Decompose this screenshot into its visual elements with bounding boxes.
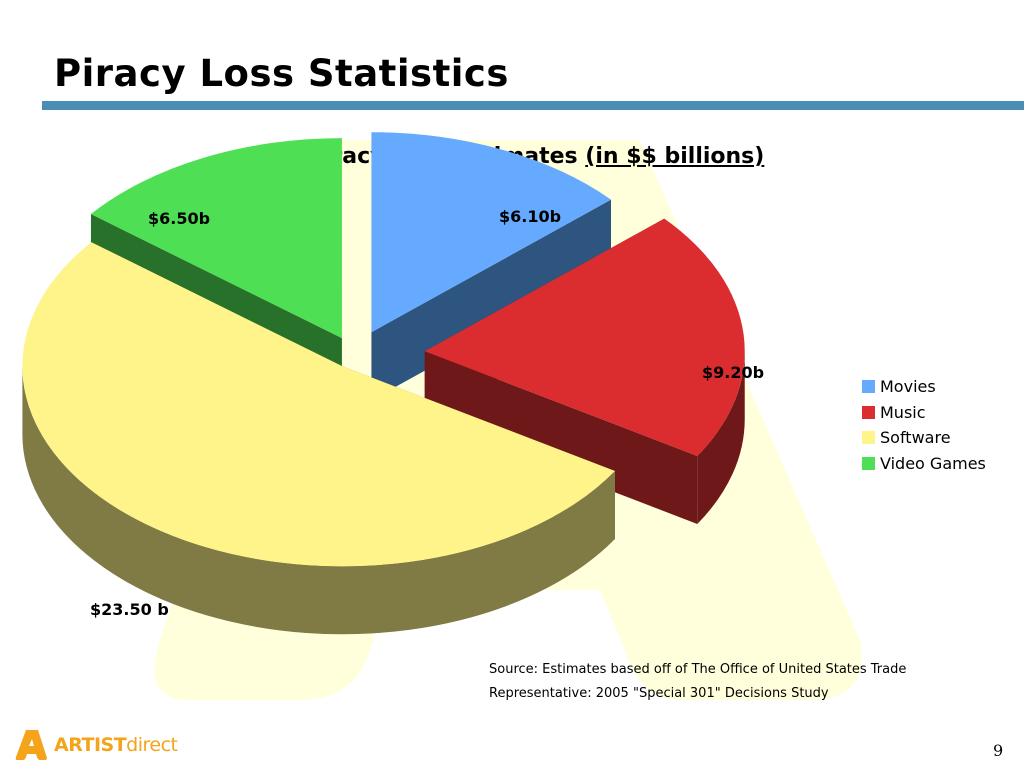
legend-label-movies: Movies — [880, 377, 936, 397]
legend-swatch-movies — [862, 380, 875, 394]
slice-rim-software — [22, 366, 615, 635]
legend-item-movies: Movies — [862, 374, 986, 400]
slice-top-movies — [371, 132, 612, 333]
slice-top-music — [424, 218, 745, 456]
legend-item-music: Music — [862, 400, 986, 426]
legend-label-video-games: Video Games — [880, 453, 986, 473]
slice-wall-end-music — [424, 351, 698, 524]
legend-item-software: Software — [862, 425, 986, 451]
artistdirect-logo: ARTISTdirect — [14, 729, 178, 761]
logo-wordmark: ARTISTdirect — [54, 734, 178, 756]
slice-top-software — [22, 242, 615, 567]
artistdirect-a-icon — [15, 730, 47, 760]
data-label-video-games: $6.50b — [148, 209, 211, 228]
legend-swatch-video-games — [862, 456, 875, 470]
slice-top-video-games — [90, 138, 342, 339]
data-label-movies: $6.10b — [499, 207, 562, 226]
slide-title: Piracy Loss Statistics — [54, 52, 509, 95]
legend-item-video-games: Video Games — [862, 451, 986, 477]
legend-label-software: Software — [880, 428, 951, 448]
page-number: 9 — [993, 741, 1004, 760]
slice-rim-music — [697, 351, 745, 524]
logo-text-light: direct — [126, 734, 178, 756]
data-label-software: $23.50 b — [90, 600, 169, 619]
logo-text-bold: ARTIST — [54, 734, 127, 756]
data-label-music: $9.20b — [702, 363, 765, 382]
chart-legend: Movies Music Software Video Games — [862, 374, 986, 476]
chart-title-unit: (in $$ billions) — [585, 144, 765, 169]
legend-swatch-music — [862, 405, 875, 419]
source-line-2: Representative: 2005 "Special 301" Decis… — [489, 686, 829, 701]
legend-swatch-software — [862, 431, 875, 445]
title-rule — [42, 101, 1024, 110]
source-note: Source: Estimates based off of The Offic… — [489, 658, 906, 706]
legend-label-music: Music — [880, 402, 926, 422]
source-line-1: Source: Estimates based off of The Offic… — [489, 662, 907, 677]
